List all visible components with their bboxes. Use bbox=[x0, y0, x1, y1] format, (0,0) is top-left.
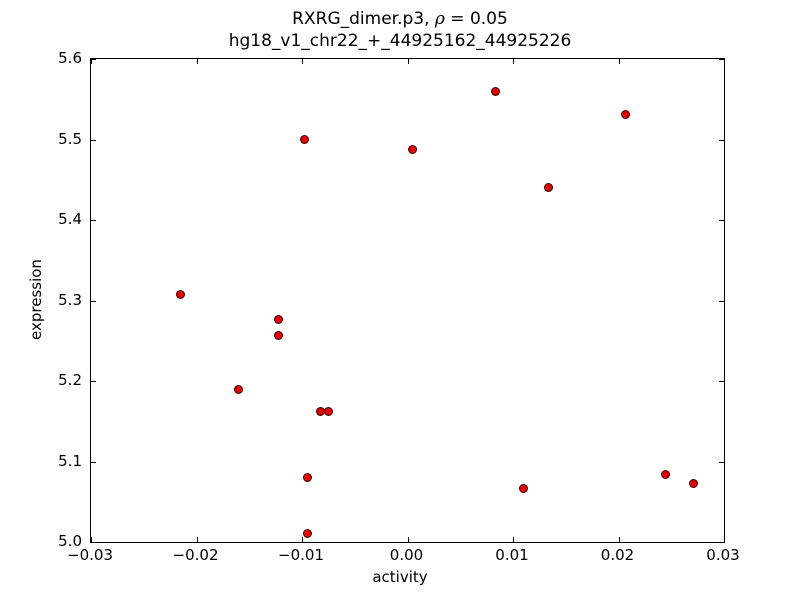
y-tick-3 bbox=[91, 300, 96, 302]
x-tick-6 bbox=[724, 537, 725, 542]
y-tick-4 bbox=[91, 220, 96, 221]
y-tick-label-2: 5.2 bbox=[58, 371, 82, 389]
y-tick-label-0: 5.0 bbox=[58, 532, 82, 550]
x-tick-4 bbox=[513, 537, 514, 542]
data-point bbox=[323, 407, 333, 417]
x-tick-label-0: −0.03 bbox=[67, 546, 113, 564]
data-point bbox=[176, 289, 186, 299]
chart-title-suffix: = 0.05 bbox=[444, 9, 508, 29]
x-tick-2 bbox=[302, 537, 303, 542]
y-tick-6 bbox=[91, 59, 96, 60]
rho-symbol: ρ bbox=[434, 9, 445, 29]
data-point bbox=[299, 135, 309, 144]
x-tick-5 bbox=[618, 537, 620, 542]
data-point bbox=[408, 144, 418, 154]
plot-data-area bbox=[91, 59, 724, 542]
plot-axes-frame bbox=[90, 58, 725, 543]
y-tick-right-1 bbox=[719, 461, 724, 463]
x-tick-top-2 bbox=[302, 59, 303, 64]
x-tick-top-0 bbox=[91, 59, 92, 64]
y-tick-right-3 bbox=[719, 300, 724, 302]
x-tick-label-3: 0.00 bbox=[389, 546, 424, 564]
y-tick-label-1: 5.1 bbox=[58, 451, 82, 470]
data-point bbox=[274, 330, 284, 340]
x-tick-label-6: 0.03 bbox=[706, 546, 740, 564]
y-tick-right-2 bbox=[719, 381, 724, 382]
x-tick-label-5: 0.02 bbox=[600, 546, 635, 564]
x-tick-top-5 bbox=[618, 59, 620, 64]
x-tick-label-4: 0.01 bbox=[495, 546, 529, 564]
x-tick-top-3 bbox=[407, 59, 409, 64]
chart-title-line-1: RXRG_dimer.p3, ρ = 0.05 bbox=[0, 8, 800, 30]
data-point bbox=[302, 529, 312, 539]
x-tick-top-6 bbox=[724, 59, 725, 64]
y-tick-right-6 bbox=[719, 59, 724, 60]
x-tick-top-4 bbox=[513, 59, 514, 64]
y-tick-0 bbox=[91, 542, 96, 543]
y-tick-2 bbox=[91, 381, 96, 382]
y-tick-label-4: 5.4 bbox=[58, 210, 82, 228]
data-point bbox=[234, 384, 244, 394]
y-axis-label: expression bbox=[27, 259, 45, 340]
chart-title: RXRG_dimer.p3, ρ = 0.05 hg18_v1_chr22_+_… bbox=[0, 8, 800, 52]
x-axis-label: activity bbox=[372, 568, 428, 586]
data-point bbox=[302, 473, 312, 483]
data-point bbox=[274, 314, 284, 324]
data-point bbox=[688, 478, 698, 488]
x-tick-top-1 bbox=[196, 59, 198, 64]
x-tick-label-2: −0.01 bbox=[278, 546, 324, 564]
chart-title-line-2: hg18_v1_chr22_+_44925162_44925226 bbox=[228, 31, 572, 51]
y-tick-right-5 bbox=[719, 139, 724, 141]
y-tick-right-4 bbox=[719, 220, 724, 221]
chart-title-prefix: RXRG_dimer.p3, bbox=[292, 9, 435, 29]
y-tick-5 bbox=[91, 139, 96, 141]
x-tick-1 bbox=[196, 537, 198, 542]
data-point bbox=[544, 183, 554, 193]
y-tick-label-5: 5.5 bbox=[58, 129, 82, 148]
x-tick-3 bbox=[407, 537, 409, 542]
x-tick-0 bbox=[91, 537, 92, 542]
data-point bbox=[621, 110, 631, 120]
data-point bbox=[490, 86, 500, 96]
x-tick-label-1: −0.02 bbox=[172, 546, 219, 564]
y-tick-label-6: 5.6 bbox=[58, 49, 82, 67]
y-tick-right-0 bbox=[719, 542, 724, 543]
y-tick-label-3: 5.3 bbox=[58, 290, 82, 309]
y-tick-1 bbox=[91, 461, 96, 463]
data-point bbox=[519, 484, 529, 494]
data-point bbox=[661, 469, 671, 479]
